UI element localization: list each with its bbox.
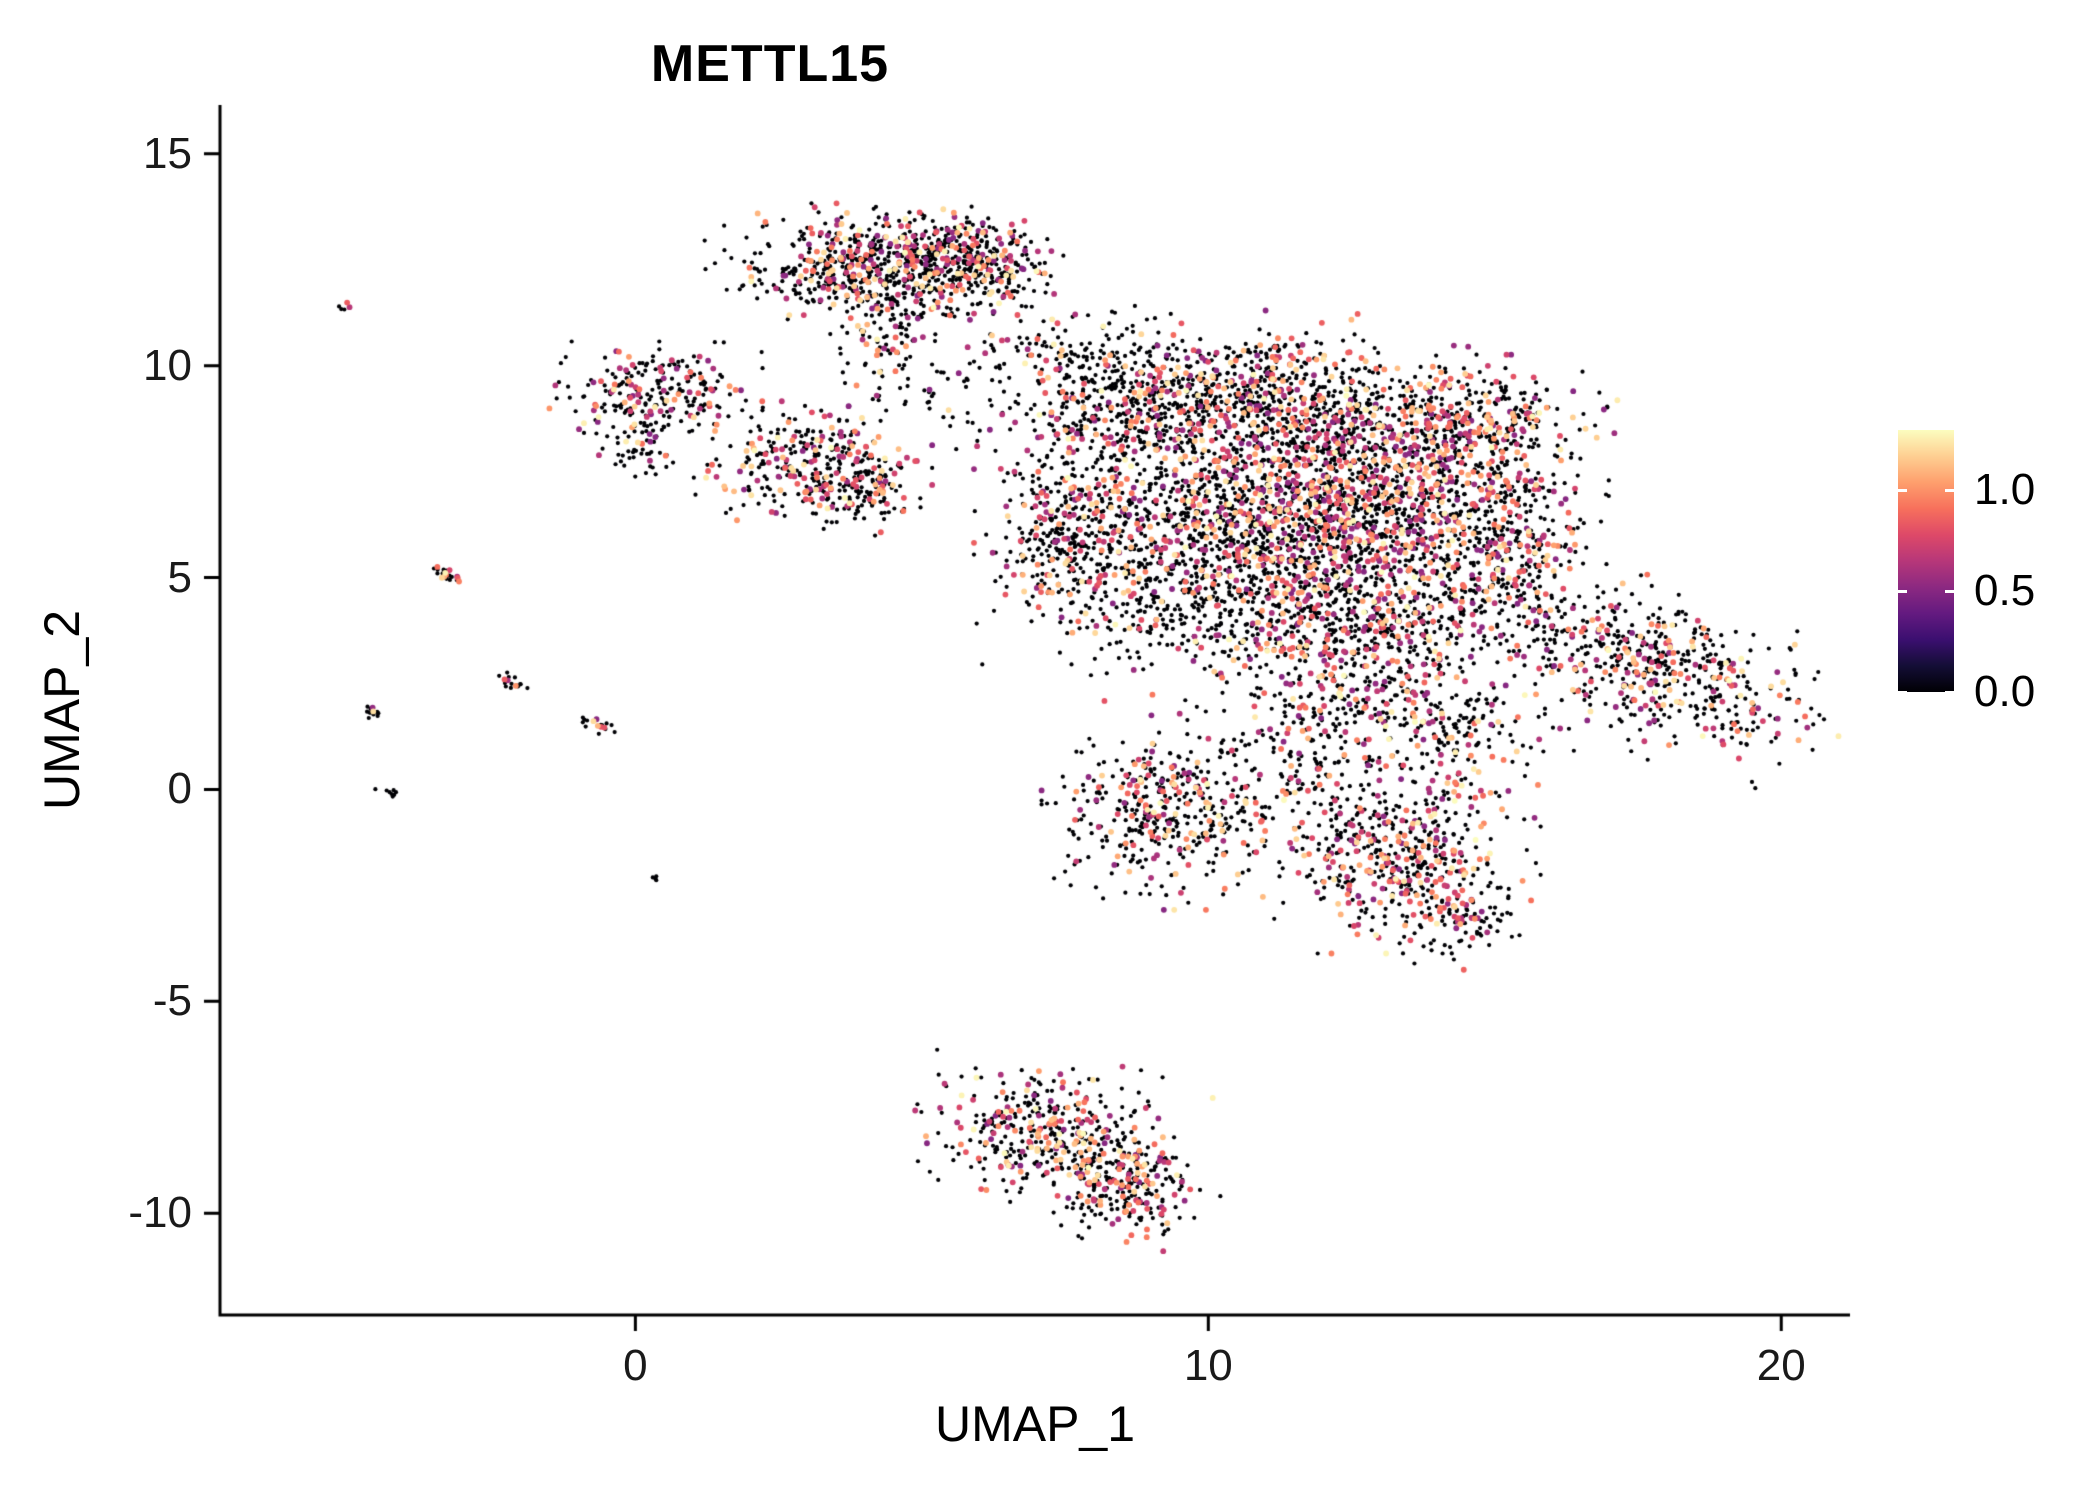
colorbar-tick-label: 0.5 bbox=[1974, 566, 2036, 616]
colorbar-tick-mark bbox=[1898, 690, 1907, 694]
x-tick-label: 0 bbox=[623, 1341, 648, 1390]
x-axis-label: UMAP_1 bbox=[934, 1396, 1136, 1452]
y-axis-label: UMAP_2 bbox=[34, 609, 90, 811]
y-tick-label: 0 bbox=[167, 764, 192, 814]
colorbar-gradient bbox=[1898, 430, 1954, 692]
colorbar-tick-mark bbox=[1945, 589, 1954, 593]
x-tick-label: 20 bbox=[1756, 1341, 1806, 1390]
colorbar-tick-mark bbox=[1945, 488, 1954, 492]
y-tick-label: -10 bbox=[128, 1188, 192, 1238]
colorbar-tick-mark bbox=[1945, 690, 1954, 694]
x-tick-label: 10 bbox=[1183, 1341, 1233, 1390]
plot-title: METTL15 bbox=[650, 35, 890, 93]
colorbar-tick-mark bbox=[1898, 589, 1907, 593]
y-tick-label: -5 bbox=[152, 976, 192, 1026]
colorbar-tick-mark bbox=[1898, 488, 1907, 492]
y-tick-label: 15 bbox=[143, 128, 192, 178]
y-tick-label: 10 bbox=[143, 340, 192, 390]
y-tick-label: 5 bbox=[167, 552, 192, 602]
colorbar-tick-label: 1.0 bbox=[1974, 465, 2036, 515]
colorbar-tick-label: 0.0 bbox=[1974, 667, 2036, 716]
